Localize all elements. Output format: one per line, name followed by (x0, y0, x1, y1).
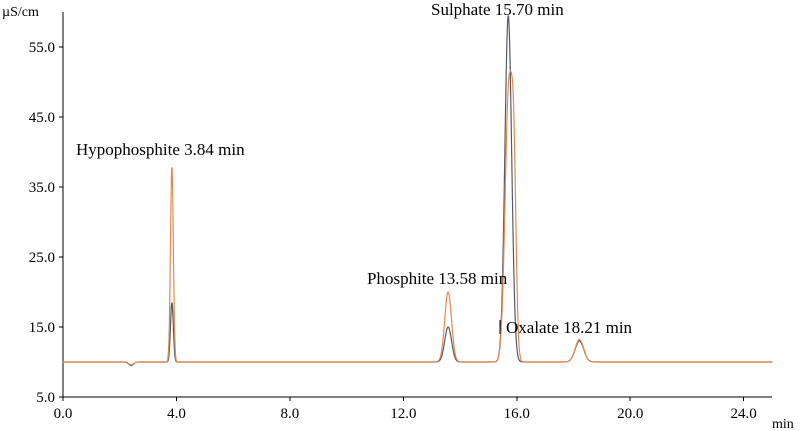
x-tick-label: 24.0 (731, 406, 757, 422)
y-tick-label: 55.0 (29, 40, 55, 56)
peak-annotations: Hypophosphite 3.84 min Phosphite 13.58 m… (76, 0, 633, 337)
x-ticks: 0.0 4.0 8.0 12.0 16.0 20.0 24.0 (54, 397, 757, 422)
series-line-2 (62, 70, 773, 366)
peak-label-sulphate: Sulphate 15.70 min (431, 0, 564, 19)
x-tick-label: 4.0 (167, 406, 186, 422)
x-tick-label: 16.0 (504, 406, 530, 422)
x-tick-label: 12.0 (390, 406, 416, 422)
x-tick-label: 8.0 (281, 406, 300, 422)
y-tick-label: 5.0 (36, 390, 55, 406)
peak-label-phosphite: Phosphite 13.58 min (367, 269, 508, 288)
y-tick-label: 15.0 (29, 320, 55, 336)
x-tick-label: 0.0 (54, 406, 73, 422)
x-tick-label: 20.0 (617, 406, 643, 422)
x-axis-unit-label: min (772, 417, 794, 431)
y-tick-label: 35.0 (29, 180, 55, 196)
y-tick-label: 45.0 (29, 110, 55, 126)
y-tick-label: 25.0 (29, 250, 55, 266)
peak-label-oxalate: Oxalate 18.21 min (506, 318, 633, 337)
y-axis-unit-label: µS/cm (2, 5, 39, 20)
peak-label-hypophosphite: Hypophosphite 3.84 min (76, 140, 245, 159)
y-ticks: 5.0 15.0 25.0 35.0 45.0 55.0 (29, 40, 63, 406)
axes: 5.0 15.0 25.0 35.0 45.0 55.0 0.0 4.0 8.0 12.0 16.… (29, 12, 772, 422)
series-layer (62, 15, 773, 367)
